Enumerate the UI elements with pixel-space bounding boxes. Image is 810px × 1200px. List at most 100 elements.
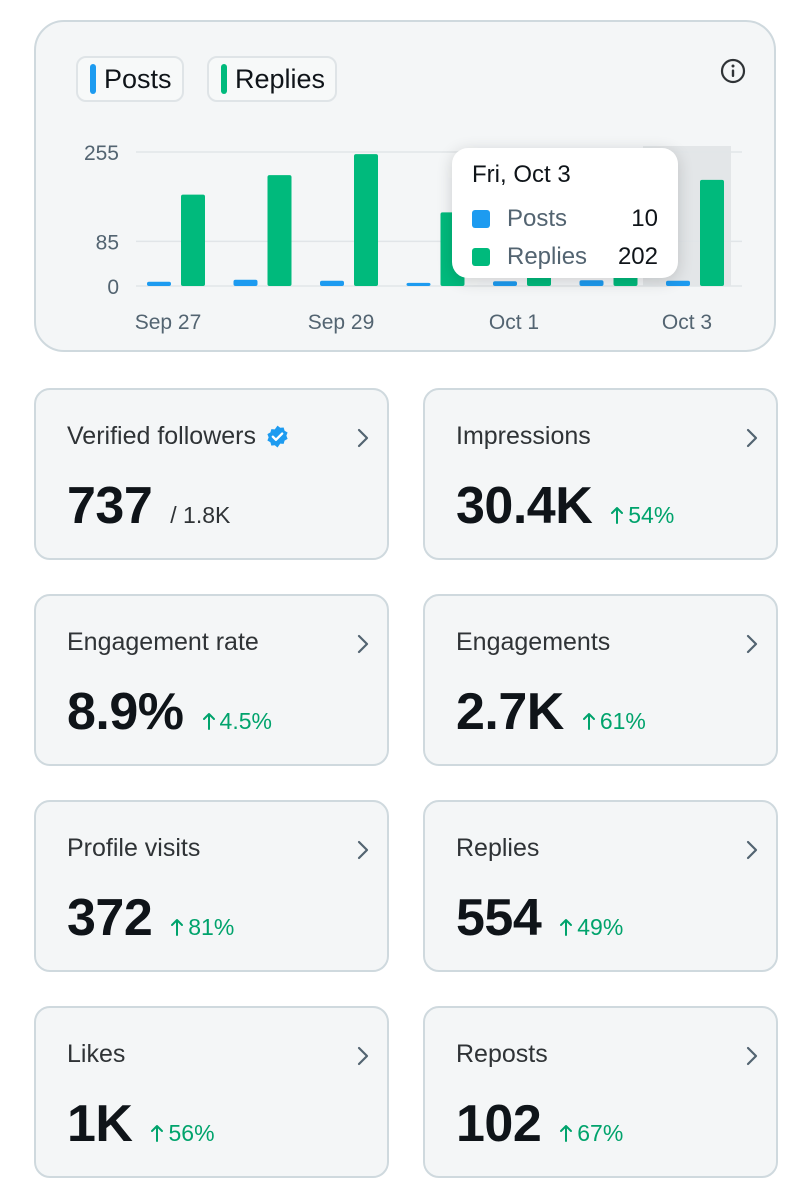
stat-value-row: 8.9% 4.5%: [67, 682, 272, 742]
bar-replies[interactable]: [700, 179, 724, 286]
stat-card-verified-followers[interactable]: Verified followers 737 / 1.8K: [34, 388, 389, 560]
stat-value-row: 554 49%: [456, 888, 623, 948]
arrow-up-icon: [202, 713, 215, 730]
tooltip-replies-value: 202: [617, 243, 658, 270]
x-tick-label: Sep 27: [135, 311, 202, 334]
stat-value: 1K: [67, 1095, 133, 1153]
stat-label: Profile visits: [67, 834, 201, 862]
stat-value: 30.4K: [456, 477, 593, 535]
stat-label-row: Impressions: [456, 422, 591, 451]
tooltip-replies-label: Replies: [507, 243, 588, 270]
stat-label: Likes: [67, 1040, 126, 1068]
bar-posts[interactable]: [147, 281, 171, 286]
stat-label-row: Verified followers: [67, 422, 290, 451]
bar-posts[interactable]: [493, 281, 517, 286]
bar-posts[interactable]: [666, 280, 690, 286]
arrow-up-icon: [171, 919, 184, 936]
stat-label-row: Engagement rate: [67, 628, 259, 657]
tooltip-date: Fri, Oct 3: [472, 161, 571, 188]
stat-change: 4.5%: [202, 708, 272, 735]
stat-total: / 1.8K: [170, 502, 231, 528]
stat-value-row: 1K 56%: [67, 1094, 215, 1154]
stat-label: Engagement rate: [67, 628, 259, 656]
stat-value: 8.9%: [67, 683, 184, 741]
stat-value: 737: [67, 477, 153, 535]
tooltip-replies-swatch: [472, 248, 490, 266]
stat-change: 61%: [582, 708, 646, 735]
stat-change: 54%: [610, 502, 674, 529]
arrow-up-icon: [151, 1125, 164, 1142]
stat-change-value: 4.5%: [219, 708, 272, 734]
stat-label-row: Reposts: [456, 1040, 548, 1069]
replies-swatch: [221, 64, 227, 94]
stat-value: 102: [456, 1095, 542, 1153]
chevron-right-icon: [357, 428, 369, 448]
stat-value-row: 30.4K 54%: [456, 476, 674, 536]
posts-swatch: [90, 64, 96, 94]
tooltip-posts-swatch: [472, 210, 490, 228]
chevron-right-icon: [357, 1046, 369, 1066]
stat-change: 67%: [559, 1120, 623, 1147]
stat-change-value: 67%: [577, 1120, 624, 1146]
chart-tooltip: Fri, Oct 3 Posts 10 Replies 202: [452, 148, 678, 278]
tooltip-posts-value: 10: [631, 205, 658, 232]
stat-label-row: Likes: [67, 1040, 125, 1069]
bar-posts[interactable]: [320, 280, 344, 286]
arrow-up-icon: [560, 919, 573, 936]
bar-posts[interactable]: [233, 279, 258, 286]
chevron-right-icon: [746, 634, 758, 654]
stat-label: Verified followers: [67, 422, 256, 450]
y-tick-label: 255: [84, 142, 119, 165]
stat-label: Engagements: [456, 628, 611, 656]
legend-posts-toggle[interactable]: Posts: [76, 56, 184, 102]
chevron-right-icon: [746, 840, 758, 860]
stat-change: 56%: [150, 1120, 215, 1147]
verified-badge-icon: [267, 425, 288, 448]
stat-change-value: 49%: [577, 914, 624, 940]
y-tick-label: 85: [96, 231, 119, 254]
tooltip-row-posts: Posts 10: [472, 200, 658, 238]
bar-replies[interactable]: [181, 194, 205, 286]
chevron-right-icon: [746, 428, 758, 448]
bar-posts[interactable]: [579, 280, 604, 286]
chevron-right-icon: [746, 1046, 758, 1066]
chevron-right-icon: [357, 840, 369, 860]
stat-card-engagements[interactable]: Engagements 2.7K 61%: [423, 594, 778, 766]
bar-replies[interactable]: [267, 175, 292, 286]
stat-label: Impressions: [456, 422, 591, 450]
stat-change-value: 54%: [628, 502, 675, 528]
stat-card-impressions[interactable]: Impressions 30.4K 54%: [423, 388, 778, 560]
stat-label: Replies: [456, 834, 540, 862]
stat-value: 554: [456, 889, 542, 947]
legend-replies-toggle[interactable]: Replies: [207, 56, 338, 102]
arrow-up-icon: [611, 507, 624, 524]
stat-change-value: 61%: [599, 708, 646, 734]
stat-card-engagement-rate[interactable]: Engagement rate 8.9% 4.5%: [34, 594, 389, 766]
stat-change-value: 56%: [168, 1120, 215, 1146]
stat-value-row: 2.7K 61%: [456, 682, 646, 742]
x-tick-label: Sep 29: [308, 311, 375, 334]
stat-label-row: Engagements: [456, 628, 610, 657]
info-icon[interactable]: [720, 58, 746, 84]
stat-value-row: 372 81%: [67, 888, 234, 948]
stat-change: 81%: [170, 914, 234, 941]
x-tick-label: Oct 1: [489, 311, 539, 334]
stat-value: 2.7K: [456, 683, 564, 741]
tooltip-posts-label: Posts: [507, 205, 568, 232]
stat-label-row: Profile visits: [67, 834, 200, 863]
stat-value: 372: [67, 889, 153, 947]
bar-posts[interactable]: [406, 282, 431, 286]
activity-chart-card: Posts Replies 255 85 0 Sep 27 Sep 29 Oct 1 Oct…: [34, 20, 776, 352]
chevron-right-icon: [357, 634, 369, 654]
tooltip-row-replies: Replies 202: [472, 238, 658, 276]
stat-card-reposts[interactable]: Reposts 102 67%: [423, 1006, 778, 1178]
legend-posts-label: Posts: [104, 63, 172, 94]
stat-card-replies[interactable]: Replies 554 49%: [423, 800, 778, 972]
arrow-up-icon: [582, 713, 595, 730]
bar-replies[interactable]: [354, 154, 378, 286]
arrow-up-icon: [560, 1125, 573, 1142]
stat-card-profile-visits[interactable]: Profile visits 372 81%: [34, 800, 389, 972]
stat-value-row: 102 67%: [456, 1094, 623, 1154]
stat-label: Reposts: [456, 1040, 548, 1068]
stat-card-likes[interactable]: Likes 1K 56%: [34, 1006, 389, 1178]
